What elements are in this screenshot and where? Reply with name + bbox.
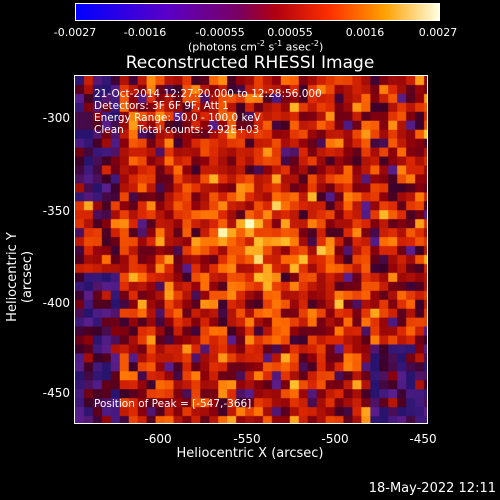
y-axis-label: Heliocentric Y (arcsec) (5, 232, 35, 322)
image-plot[interactable] (74, 75, 428, 424)
x-axis-label: Heliocentric X (arcsec) (176, 446, 324, 461)
colorbar (75, 3, 440, 21)
colorbar-tick: -0.0016 (123, 26, 167, 39)
image-title: Reconstructed RHESSI Image (125, 53, 375, 73)
render-timestamp: 18-May-2022 12:11 (368, 481, 496, 496)
colorbar-tick: -0.00055 (195, 26, 245, 39)
y-tick-label: -300 (42, 111, 70, 125)
colorbar-tick: 0.00055 (267, 26, 313, 39)
flux-image (75, 76, 427, 423)
info-detectors: Detectors: 3F 6F 9F, Att 1 (94, 100, 229, 112)
y-tick-label: -400 (42, 296, 70, 310)
colorbar-tick: 0.0016 (345, 26, 385, 39)
peak-position: Position of Peak = [-547,-366] (94, 398, 252, 410)
colorbar-tick: -0.0027 (53, 26, 97, 39)
info-energy-range: Energy Range: 50.0 - 100.0 keV (94, 112, 261, 124)
colorbar-gradient (76, 4, 439, 20)
colorbar-units: (photons cm-2 s-1 asec-2) (188, 39, 324, 54)
x-tick-label: -550 (233, 432, 261, 446)
info-clean-counts: Clean Total counts: 2.92E+03 (94, 124, 260, 136)
x-tick-label: -500 (321, 432, 349, 446)
y-tick-label: -450 (42, 386, 70, 400)
y-tick-label: -350 (42, 204, 70, 218)
info-time-range: 21-Oct-2014 12:27:20.000 to 12:28:56.000 (94, 88, 322, 100)
colorbar-tick: 0.0027 (418, 26, 458, 39)
x-tick-label: -450 (409, 432, 437, 446)
x-tick-label: -600 (144, 432, 172, 446)
